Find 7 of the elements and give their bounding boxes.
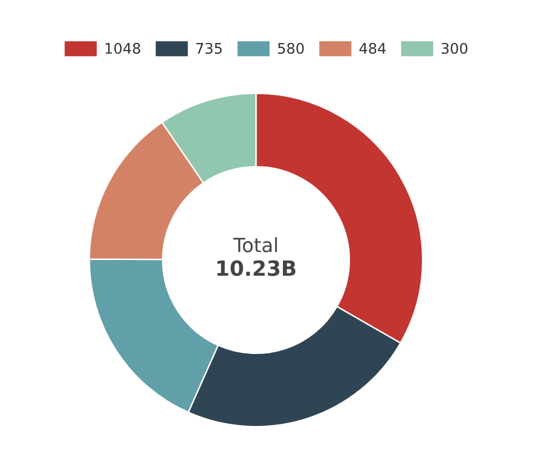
legend-label: 300 bbox=[442, 42, 468, 54]
legend-label: 484 bbox=[359, 42, 386, 54]
legend-label: 735 bbox=[196, 42, 222, 54]
text: 10.23B bbox=[217, 260, 296, 276]
text: Total bbox=[233, 237, 277, 252]
legend-label: 1048 bbox=[106, 42, 140, 54]
legend-label: 580 bbox=[278, 42, 304, 54]
